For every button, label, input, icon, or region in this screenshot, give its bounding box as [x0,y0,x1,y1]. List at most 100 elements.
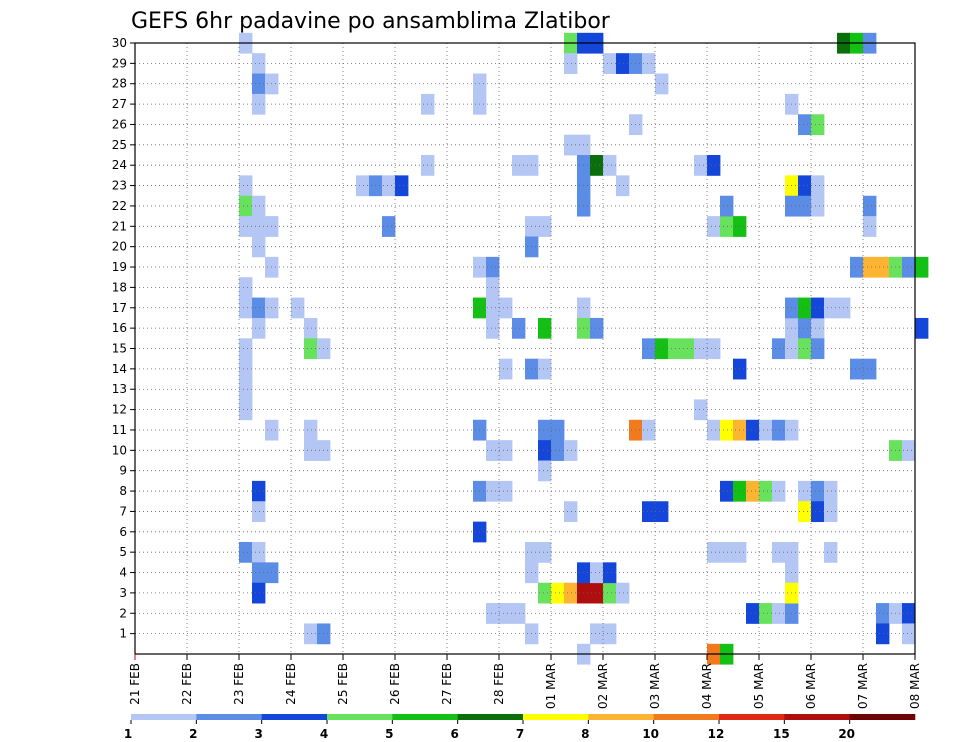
precip-cell [486,603,500,624]
colorbar-segment [653,714,720,720]
y-tick-label: 1 [119,627,127,641]
precip-cell [772,480,786,502]
y-tick-label: 30 [112,36,127,50]
precip-cell [603,582,617,604]
precip-cell [824,541,838,563]
precip-cell [850,358,864,380]
precip-cell [252,501,266,523]
precip-cell [486,256,500,278]
precip-cell [538,582,552,604]
precip-cell [915,256,929,278]
precipitation-cells [239,32,929,665]
precip-cell [538,541,552,563]
precip-cell [486,317,500,339]
precip-cell [252,195,266,217]
precip-cell [694,399,708,421]
y-tick-label: 10 [112,443,127,457]
precip-cell [590,623,604,645]
precip-cell [239,399,253,421]
precip-cell [707,338,721,360]
colorbar-segment [392,714,458,720]
precip-cell [720,216,734,237]
precip-cell [863,195,877,217]
chart-title: GEFS 6hr padavine po ansamblima Zlatibor [131,9,611,34]
precip-cell [798,114,812,136]
colorbar-segment [131,714,197,720]
precip-cell [707,155,721,176]
precip-cell [902,603,916,624]
precip-cell [590,155,604,176]
x-tick-label: 22 FEB [180,663,194,705]
precip-cell [642,53,656,74]
precip-cell [512,155,526,176]
precip-cell [811,501,825,523]
x-tick-label: 26 FEB [388,663,402,705]
precip-cell [304,338,318,360]
precip-cell [356,175,370,197]
precip-cell [486,440,500,461]
precip-cell [811,297,825,319]
precip-cell [304,623,318,645]
precip-cell [746,603,760,624]
precip-cell [304,419,318,441]
precip-cell [551,440,565,461]
y-tick-label: 14 [112,362,127,376]
precip-cell [252,317,266,339]
colorbar-label: 4 [320,727,328,741]
precip-cell [720,541,734,563]
precip-cell [603,155,617,176]
precip-cell [902,440,916,461]
precip-cell [876,256,890,278]
y-tick-label: 15 [112,342,127,356]
colorbar-label: 20 [838,727,855,741]
precip-cell [746,480,760,502]
y-tick-label: 27 [112,97,127,111]
colorbar-label: 1 [124,727,132,741]
colorbar-segment [523,714,589,720]
y-tick-label: 18 [112,280,127,294]
y-tick-label: 12 [112,403,127,417]
precip-cell [499,440,513,461]
precip-cell [902,256,916,278]
x-axis-ticks: 21 FEB 22 FEB 23 FEB 24 FEB 25 FEB 26 FEB 27 F… [128,654,922,709]
precip-cell [239,175,253,197]
x-tick-label: 03 MAR [648,663,662,709]
precip-cell [395,175,409,197]
y-tick-label: 9 [119,464,127,478]
precip-cell [863,216,877,237]
precip-cell [668,338,682,360]
precip-cell [707,541,721,563]
precip-cell [902,623,916,645]
colorbar-segment [784,714,850,720]
precip-cell [304,440,318,461]
precip-cell [655,338,669,360]
x-tick-label: 27 FEB [440,663,454,705]
precip-cell [707,419,721,441]
colorbar-label: 12 [708,727,725,741]
y-tick-label: 25 [112,138,127,152]
precip-cell [252,93,266,115]
precip-cell [642,501,656,523]
precip-cell [486,277,500,298]
precip-cell [876,603,890,624]
precip-cell [694,338,708,360]
precip-cell [824,501,838,523]
precip-cell [824,297,838,319]
precip-cell [603,623,617,645]
precip-cell [798,338,812,360]
precip-cell [252,53,266,74]
precip-cell [798,175,812,197]
precip-cell [720,195,734,217]
precip-cell [252,216,266,237]
precip-cell [551,419,565,441]
y-tick-label: 19 [112,260,127,274]
colorbar-segment [719,714,785,720]
precip-cell [590,582,604,604]
precip-cell [876,623,890,645]
colorbar-label: 7 [516,727,524,741]
x-tick-label: 28 FEB [492,663,506,705]
precip-cell [811,317,825,339]
colorbar-segment [849,714,916,720]
y-tick-label: 13 [112,382,127,396]
precip-cell [564,582,578,604]
